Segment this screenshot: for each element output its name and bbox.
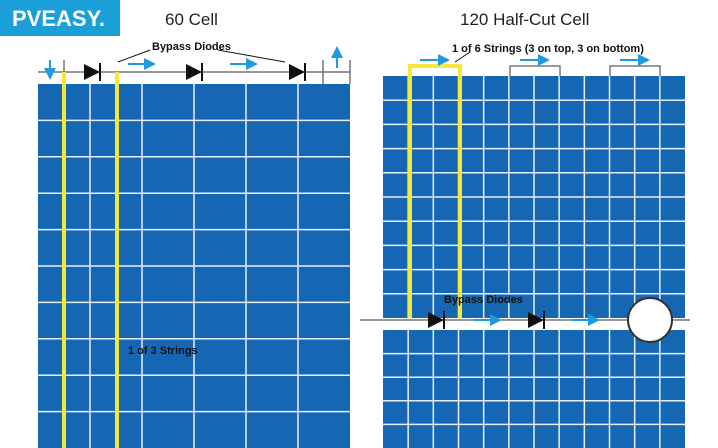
- right-string-label: 1 of 6 Strings (3 on top, 3 on bottom): [452, 43, 644, 55]
- right-diodes-label: Bypass Diodes: [444, 294, 523, 306]
- left-string-label: 1 of 3 Strings: [128, 345, 198, 357]
- logo-bg: [0, 0, 120, 36]
- left-title: 60 Cell: [165, 10, 218, 29]
- right-wiring: [360, 51, 690, 343]
- panels: [38, 76, 685, 448]
- left-wiring: [38, 46, 351, 448]
- right-title: 120 Half-Cut Cell: [460, 10, 589, 29]
- left-diodes-label: Bypass Diodes: [152, 41, 231, 53]
- logo: PVEASY.: [12, 6, 105, 31]
